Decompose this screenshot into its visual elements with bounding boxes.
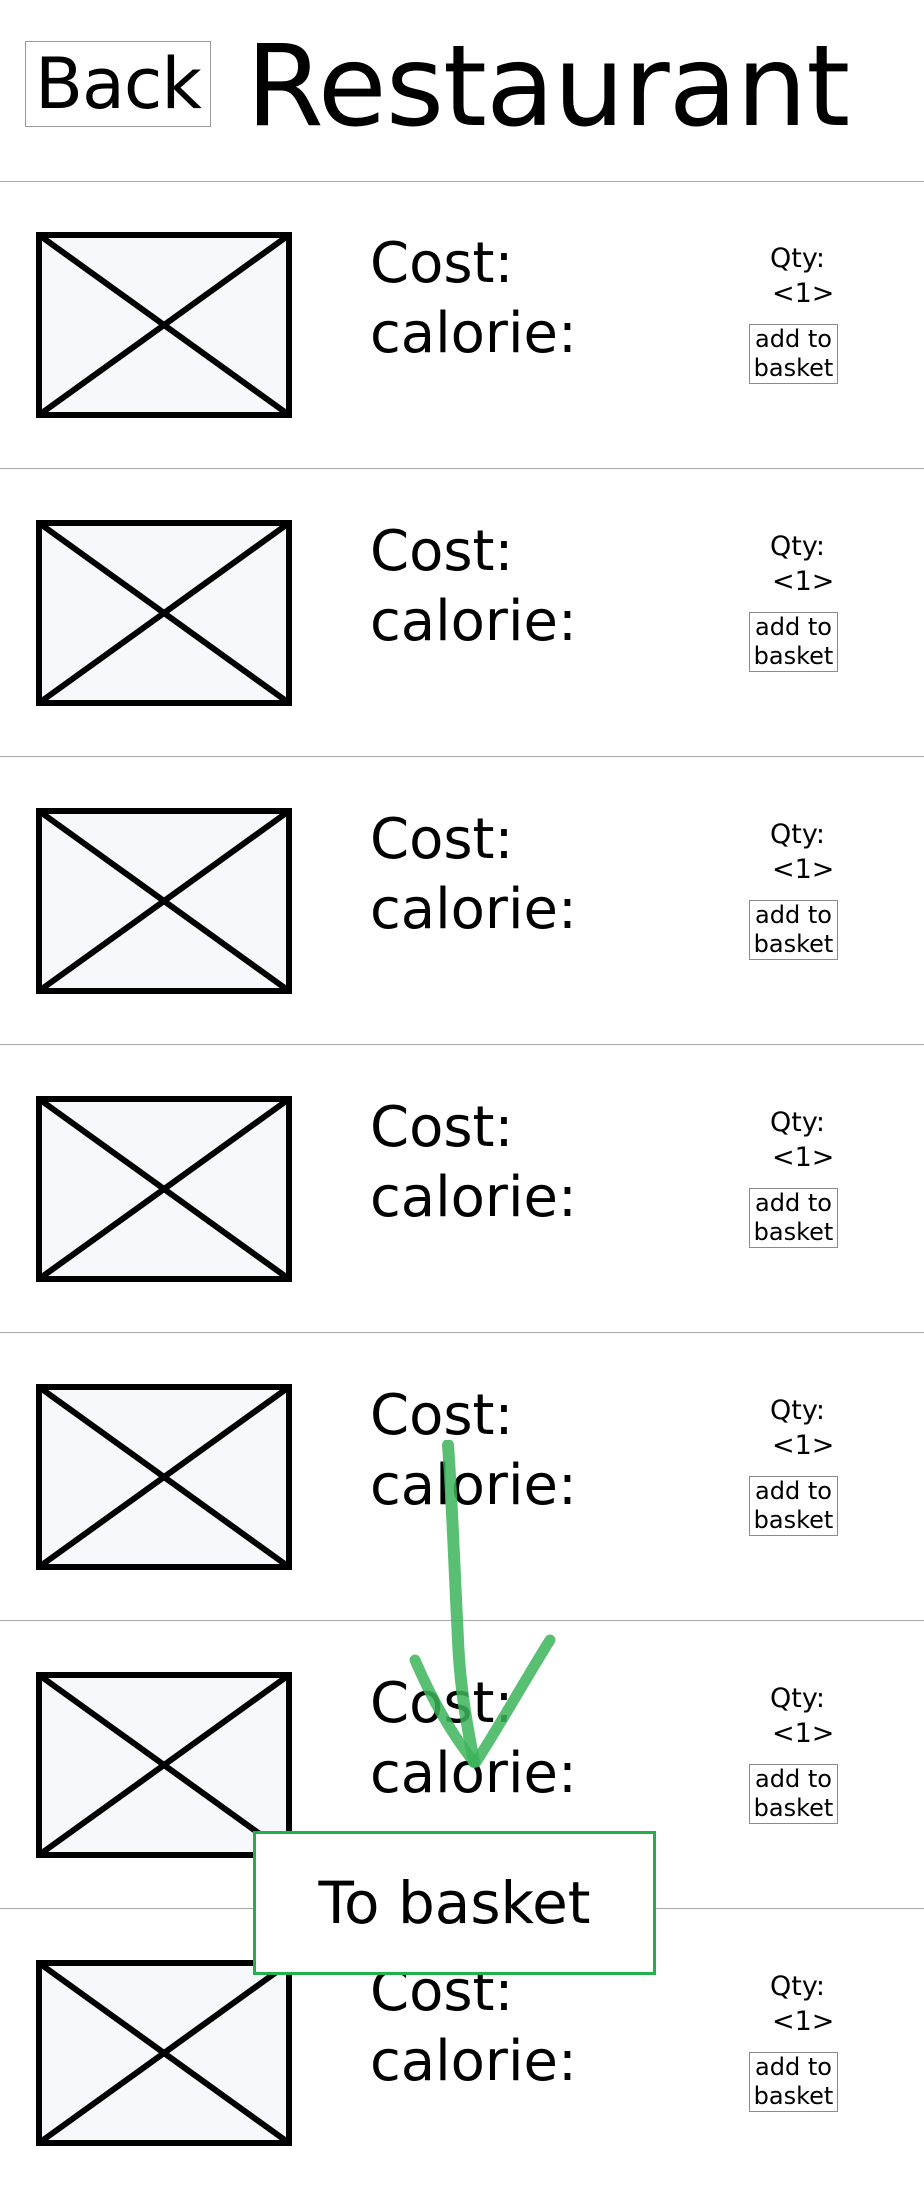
qty-label: Qty:	[770, 1683, 825, 1714]
menu-item: Cost: calorie: Qty: <1> add to basket	[0, 470, 924, 757]
add-to-basket-button[interactable]: add to basket	[749, 900, 838, 960]
header: Back Restaurant	[0, 0, 924, 182]
qty-stepper[interactable]: <1>	[772, 566, 835, 597]
menu-item: Cost: calorie: Qty: <1> add to basket	[0, 1046, 924, 1333]
add-to-basket-button[interactable]: add to basket	[749, 1188, 838, 1248]
calorie-label: calorie:	[370, 2029, 577, 2094]
calorie-label: calorie:	[370, 589, 577, 654]
qty-stepper[interactable]: <1>	[772, 1430, 835, 1461]
qty-stepper[interactable]: <1>	[772, 1718, 835, 1749]
calorie-label: calorie:	[370, 877, 577, 942]
qty-label: Qty:	[770, 1107, 825, 1138]
image-placeholder-icon	[36, 232, 292, 418]
item-divider	[0, 468, 924, 469]
image-placeholder-icon	[36, 1384, 292, 1570]
menu-item: Cost: calorie: Qty: <1> add to basket	[0, 1334, 924, 1621]
item-divider	[0, 1044, 924, 1045]
image-placeholder-icon	[36, 1960, 292, 2146]
cost-label: Cost:	[370, 1383, 514, 1448]
to-basket-button[interactable]: To basket	[253, 1831, 656, 1975]
item-divider	[0, 1332, 924, 1333]
add-to-basket-button[interactable]: add to basket	[749, 324, 838, 384]
add-to-basket-button[interactable]: add to basket	[749, 612, 838, 672]
image-placeholder-icon	[36, 1096, 292, 1282]
image-placeholder-icon	[36, 808, 292, 994]
image-placeholder-icon	[36, 1672, 292, 1858]
qty-label: Qty:	[770, 243, 825, 274]
add-to-basket-button[interactable]: add to basket	[749, 2052, 838, 2112]
cost-label: Cost:	[370, 807, 514, 872]
cost-label: Cost:	[370, 1095, 514, 1160]
header-divider	[0, 181, 924, 182]
calorie-label: calorie:	[370, 1165, 577, 1230]
add-to-basket-button[interactable]: add to basket	[749, 1476, 838, 1536]
calorie-label: calorie:	[370, 301, 577, 366]
item-divider	[0, 756, 924, 757]
qty-stepper[interactable]: <1>	[772, 854, 835, 885]
qty-label: Qty:	[770, 531, 825, 562]
menu-item: Cost: calorie: Qty: <1> add to basket	[0, 758, 924, 1045]
arrow-annotation-icon	[409, 1440, 556, 1768]
page-title: Restaurant	[246, 22, 850, 152]
menu-item: Cost: calorie: Qty: <1> add to basket	[0, 182, 924, 469]
qty-stepper[interactable]: <1>	[772, 1142, 835, 1173]
cost-label: Cost:	[370, 231, 514, 296]
qty-label: Qty:	[770, 1971, 825, 2002]
back-button[interactable]: Back	[25, 41, 211, 127]
qty-stepper[interactable]: <1>	[772, 2006, 835, 2037]
calorie-label: calorie:	[370, 1453, 577, 1518]
qty-label: Qty:	[770, 1395, 825, 1426]
qty-label: Qty:	[770, 819, 825, 850]
add-to-basket-button[interactable]: add to basket	[749, 1764, 838, 1824]
menu-item: Cost: calorie: Qty: <1> add to basket	[0, 1622, 924, 1909]
cost-label: Cost:	[370, 519, 514, 584]
image-placeholder-icon	[36, 520, 292, 706]
qty-stepper[interactable]: <1>	[772, 278, 835, 309]
